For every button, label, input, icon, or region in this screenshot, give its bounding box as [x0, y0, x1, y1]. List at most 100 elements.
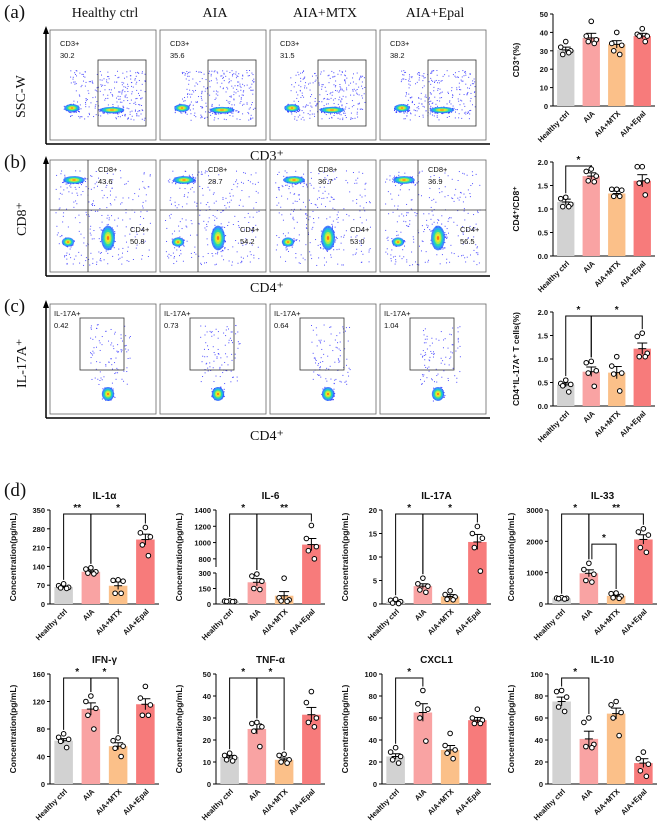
chart-il33: IL-33 Concentration(pg/mL) 0 1000 2000 3000 He… — [506, 491, 657, 642]
data-point — [147, 702, 154, 708]
data-point — [444, 596, 450, 603]
bar — [582, 371, 600, 406]
data-point — [392, 744, 399, 751]
data-point — [639, 25, 646, 32]
y-tick-label: 0 — [373, 780, 377, 789]
data-point — [447, 588, 453, 594]
data-point — [561, 708, 568, 715]
data-point — [57, 738, 64, 745]
y-tick-label: 0 — [207, 780, 211, 789]
chart-cxcl1: CXCL1 Concentration(pg/mL) 0 20 40 60 80 100 Hea… — [340, 655, 491, 822]
flow-plot-3: CD8+ 36.9 CD4+ 56.5 — [379, 159, 487, 273]
chart-title: IL-33 — [591, 491, 615, 502]
data-point — [91, 571, 97, 577]
data-point — [392, 596, 399, 603]
data-point — [254, 571, 260, 577]
chart-il17t: CD4⁺IL-17A⁺ T cells(%) 0.0 0.5 1.0 1.5 2.0 Hea… — [511, 305, 655, 444]
x-tick-label: AIA+MTX — [592, 787, 622, 817]
data-point — [616, 388, 623, 394]
data-point — [137, 695, 144, 701]
data-point — [616, 595, 622, 602]
panel-label-a: (a) — [4, 2, 26, 23]
data-point — [555, 704, 562, 710]
x-tick-label: Healthy ctrl — [536, 409, 571, 444]
flow-c-x-label: CD4⁺ — [250, 429, 284, 444]
data-point — [110, 577, 116, 584]
data-point — [276, 752, 282, 759]
gate-value-cd8: 36.9 — [428, 177, 443, 186]
significance-bracket — [588, 513, 644, 560]
data-point — [139, 542, 146, 548]
chart-title: IL-1α — [93, 491, 118, 502]
data-point — [635, 529, 642, 535]
x-tick-label: AIA+MTX — [94, 607, 124, 637]
gate-value: 0.42 — [54, 321, 69, 330]
y-tick-label: 1.5 — [538, 332, 548, 341]
data-point — [642, 192, 649, 198]
x-tick-label: AIA — [413, 607, 429, 623]
data-point — [618, 187, 625, 194]
x-tick-label: AIA+Epal — [618, 109, 648, 139]
significance-bracket — [90, 677, 119, 734]
y-tick-label: 1.5 — [538, 182, 548, 191]
panel-label-d: (d) — [4, 480, 27, 501]
flow-plot-0: CD3+ 30.2 — [49, 29, 157, 141]
data-point — [223, 757, 230, 763]
data-point — [284, 760, 290, 766]
y-axis-arrow — [43, 26, 49, 34]
data-point — [616, 732, 622, 739]
data-point — [557, 195, 564, 202]
data-point — [559, 51, 566, 58]
flow-plot-3: IL-17A+ 1.04 — [379, 303, 487, 415]
y-tick-label: 1400 — [194, 506, 211, 515]
il17a-gate — [189, 317, 235, 371]
flow-plot-2: IL-17A+ 0.64 — [269, 303, 377, 415]
flow-plot-3: CD3+ 38.2 — [379, 29, 487, 141]
y-axis-label: CD4⁺/CD8⁺ — [511, 186, 521, 232]
y-tick-label: 100 — [530, 670, 543, 679]
bar — [608, 193, 626, 256]
data-point — [642, 38, 649, 45]
significance-label: * — [269, 667, 273, 678]
data-point — [223, 598, 230, 605]
gate-label: CD3+ — [280, 39, 300, 48]
data-point — [423, 738, 429, 744]
data-point — [251, 728, 257, 734]
data-point — [303, 699, 310, 706]
y-tick-label: 40 — [540, 28, 548, 37]
y-axis-arrow — [43, 156, 49, 164]
significance-bracket — [590, 315, 643, 358]
data-point — [618, 370, 625, 376]
il17a-gate — [409, 317, 455, 371]
data-point — [88, 564, 94, 571]
data-point — [610, 48, 617, 54]
data-point — [561, 596, 568, 602]
significance-label: * — [602, 533, 606, 544]
data-point — [565, 389, 572, 395]
data-point — [593, 367, 600, 374]
x-tick-label: Healthy ctrl — [366, 607, 401, 642]
data-point — [115, 735, 121, 741]
x-tick-label: AIA — [581, 109, 597, 125]
bar — [54, 587, 73, 604]
significance-label: ** — [280, 503, 288, 514]
data-point — [610, 371, 617, 377]
gate-value: 1.04 — [384, 321, 399, 330]
data-point — [281, 575, 287, 581]
significance-label: * — [241, 667, 245, 678]
bar — [136, 704, 155, 784]
data-point — [555, 595, 562, 602]
il17a-gate — [299, 317, 345, 371]
y-axis-label: Concentration(pg/mL) — [340, 512, 350, 601]
bar — [557, 49, 575, 106]
y-axis-label: Concentration(pg/mL) — [174, 512, 184, 601]
data-point — [562, 194, 569, 201]
data-point — [645, 532, 652, 538]
bar — [386, 601, 405, 604]
y-tick-label: 50 — [540, 10, 548, 19]
significance-label: * — [577, 155, 581, 166]
gate-label-cd8: CD8+ — [428, 165, 448, 174]
x-tick-label: AIA+MTX — [260, 787, 290, 817]
data-point — [636, 353, 643, 360]
